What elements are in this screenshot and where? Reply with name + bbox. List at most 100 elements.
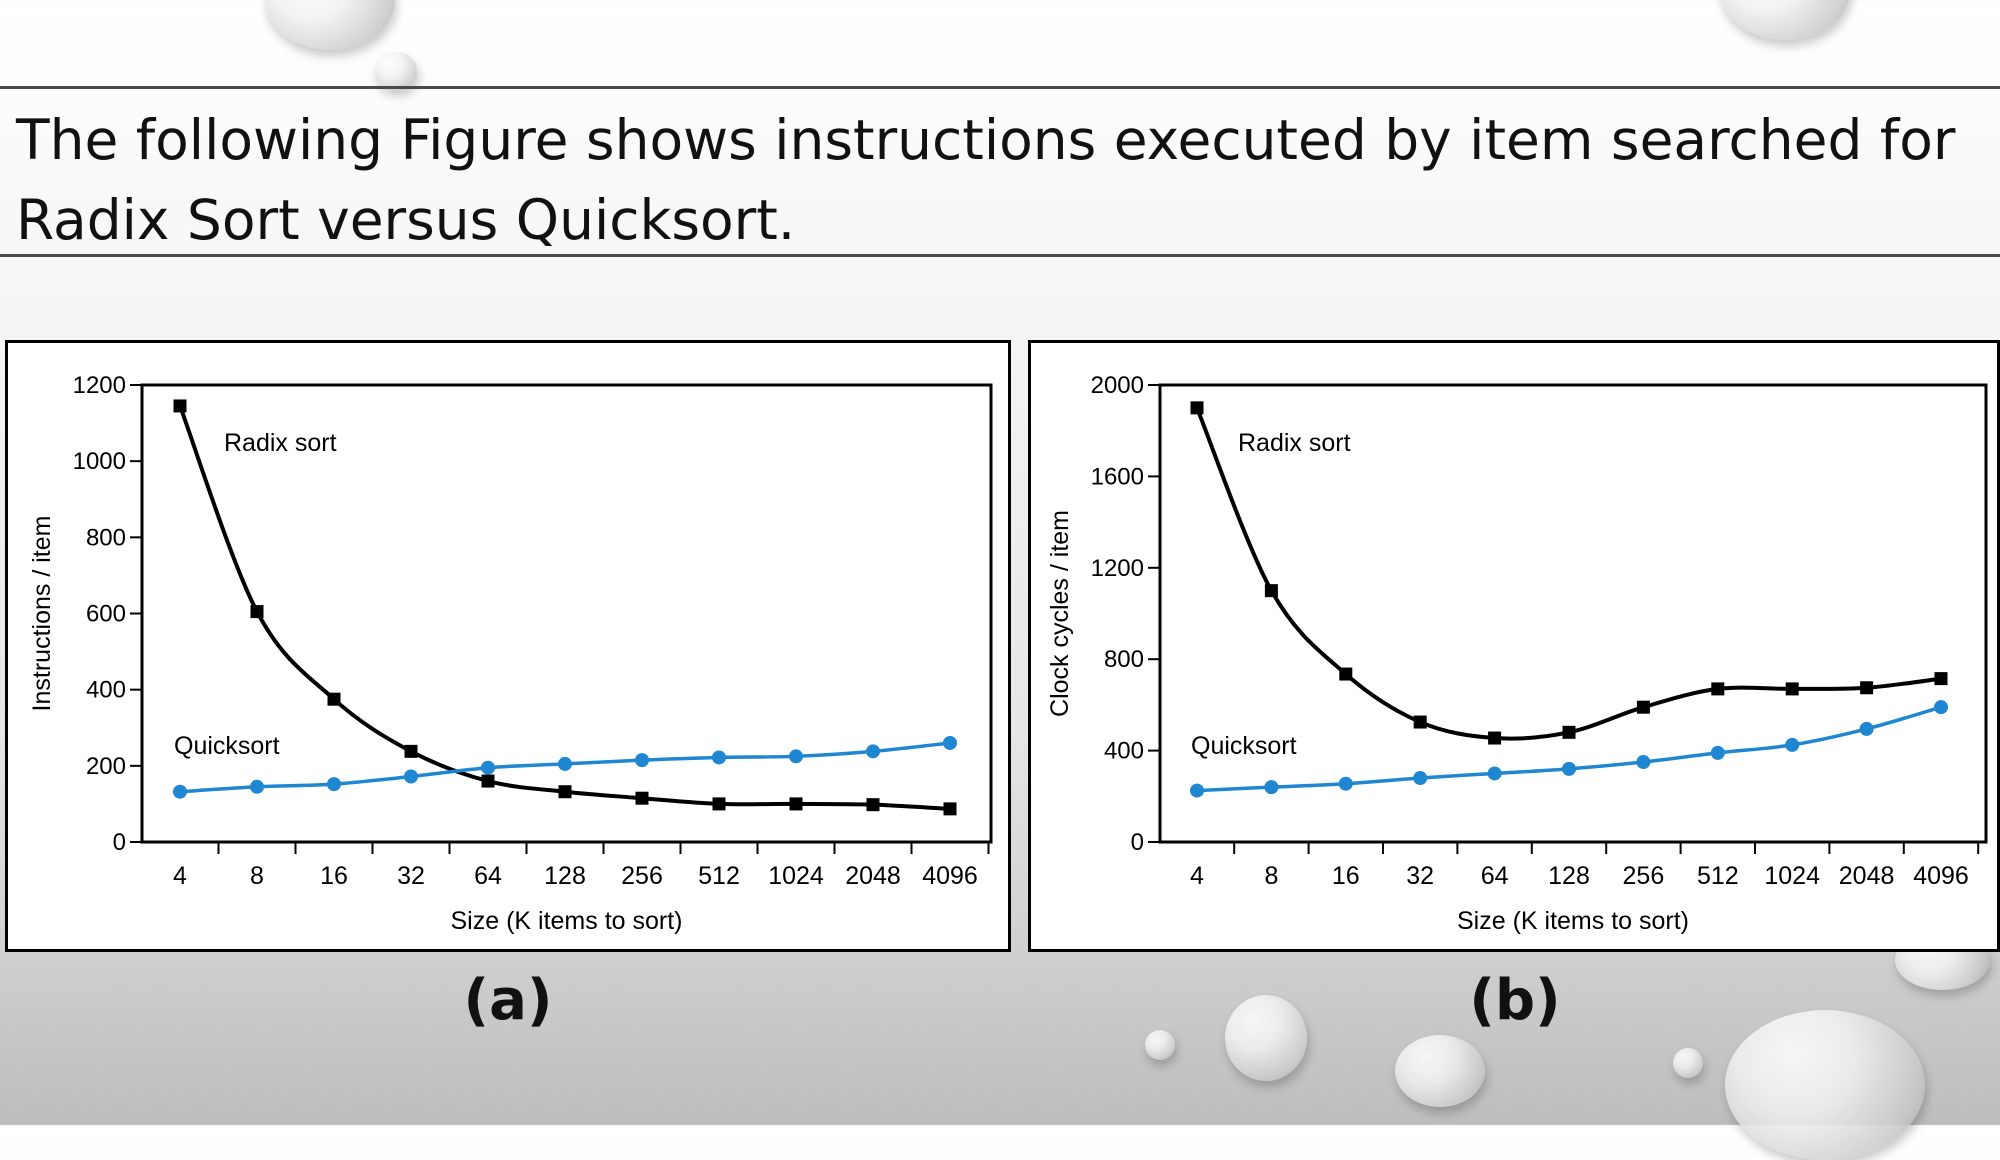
x-tick-label: 4 bbox=[173, 862, 187, 890]
radix-sort-line bbox=[1195, 407, 1942, 741]
slide-title: The following Figure shows instructions … bbox=[16, 100, 1976, 260]
quicksort-point bbox=[1264, 780, 1279, 795]
quicksort-point bbox=[404, 769, 418, 784]
x-tick-label: 256 bbox=[621, 862, 663, 890]
water-drop-decoration bbox=[1225, 995, 1307, 1081]
radix-sort-point bbox=[866, 798, 880, 812]
quicksort-point bbox=[635, 753, 649, 768]
y-tick-label: 1000 bbox=[73, 448, 126, 475]
y-tick-label: 0 bbox=[1131, 829, 1144, 856]
quicksort-point bbox=[1413, 771, 1428, 786]
y-tick-label: 0 bbox=[113, 829, 126, 856]
x-tick-label: 4 bbox=[1190, 862, 1204, 890]
radix-sort-point bbox=[1264, 584, 1278, 598]
radix-sort-point bbox=[1785, 682, 1799, 696]
x-tick-label: 64 bbox=[474, 862, 502, 890]
quicksort-point bbox=[789, 749, 803, 764]
x-tick-label: 512 bbox=[1697, 862, 1739, 890]
x-tick-label: 512 bbox=[698, 862, 740, 890]
x-tick-label: 256 bbox=[1623, 862, 1665, 890]
radix-sort-point bbox=[1339, 667, 1353, 681]
quicksort-point bbox=[866, 744, 880, 759]
quicksort-series-label: Quicksort bbox=[1191, 732, 1297, 760]
y-tick-label: 400 bbox=[86, 677, 126, 704]
y-tick-label: 200 bbox=[86, 753, 126, 780]
radix-sort-point bbox=[1488, 731, 1502, 745]
title-bottom-rule bbox=[0, 254, 2000, 257]
radix-sort-series-label: Radix sort bbox=[224, 429, 337, 457]
radix-sort-point bbox=[481, 774, 495, 788]
x-tick-label: 32 bbox=[397, 862, 425, 890]
radix-sort-series-label: Radix sort bbox=[1238, 429, 1351, 457]
chart-panel-b: 0 400 800 1200 1600 2000 4 8 16 32 64 128 256 512 1024… bbox=[1028, 340, 2000, 952]
slide-title-line-1: The following Figure shows instructions … bbox=[16, 108, 1956, 172]
y-axis-title: Clock cycles / item bbox=[1046, 510, 1074, 717]
water-drop-decoration bbox=[1673, 1048, 1703, 1078]
radix-sort-point bbox=[250, 605, 264, 619]
quicksort-point bbox=[558, 756, 572, 771]
y-tick-label: 400 bbox=[1104, 738, 1144, 765]
x-tick-label: 1024 bbox=[1764, 862, 1820, 890]
water-drop-decoration bbox=[265, 0, 395, 50]
quicksort-point bbox=[943, 735, 957, 750]
radix-sort-point bbox=[1413, 715, 1427, 729]
x-tick-label: 2048 bbox=[1839, 862, 1895, 890]
x-tick-label: 2048 bbox=[845, 862, 901, 890]
quicksort-point bbox=[481, 760, 495, 775]
x-tick-label: 4096 bbox=[1913, 862, 1969, 890]
radix-sort-point bbox=[327, 692, 341, 706]
quicksort-point bbox=[173, 784, 187, 799]
x-tick-label: 8 bbox=[1264, 862, 1278, 890]
quicksort-point bbox=[1487, 766, 1502, 781]
quicksort-point bbox=[250, 779, 264, 794]
quicksort-series-label: Quicksort bbox=[174, 732, 280, 760]
water-drop-decoration bbox=[375, 52, 417, 90]
radix-sort-point bbox=[1934, 672, 1948, 686]
radix-sort-point bbox=[1860, 681, 1874, 695]
y-tick-label: 800 bbox=[86, 524, 126, 551]
x-tick-label: 128 bbox=[1548, 862, 1590, 890]
chart-a-svg: 0 200 400 600 800 1000 1200 4 8 16 32 64 128 256 512 10… bbox=[28, 372, 993, 935]
chart-panel-a: 0 200 400 600 800 1000 1200 4 8 16 32 64 128 256 512 10… bbox=[5, 340, 1011, 952]
x-tick-label: 1024 bbox=[768, 862, 824, 890]
water-drop-decoration bbox=[1725, 1010, 1925, 1160]
radix-sort-point bbox=[943, 802, 957, 816]
panel-label-a: (a) bbox=[463, 968, 553, 1033]
radix-sort-point bbox=[1190, 401, 1204, 415]
radix-sort-line bbox=[178, 405, 951, 811]
x-tick-label: 16 bbox=[320, 862, 348, 890]
title-top-rule bbox=[0, 86, 2000, 89]
y-tick-label: 1200 bbox=[1091, 555, 1144, 582]
quicksort-point bbox=[327, 777, 341, 792]
radix-sort-point bbox=[1711, 682, 1725, 696]
radix-sort-point bbox=[1636, 700, 1650, 714]
quicksort-point bbox=[1562, 761, 1576, 776]
water-drop-decoration bbox=[1720, 0, 1850, 40]
panel-label-b: (b) bbox=[1469, 968, 1561, 1033]
radix-sort-point bbox=[558, 785, 572, 799]
quicksort-point bbox=[1636, 755, 1651, 770]
y-tick-label: 1200 bbox=[73, 372, 126, 399]
quicksort-line bbox=[1196, 705, 1942, 793]
radix-sort-point bbox=[404, 744, 418, 758]
quicksort-point bbox=[1934, 700, 1948, 715]
radix-sort-point bbox=[173, 399, 187, 413]
y-tick-label: 2000 bbox=[1091, 372, 1144, 399]
x-axis-title: Size (K items to sort) bbox=[451, 907, 683, 935]
x-tick-label: 16 bbox=[1332, 862, 1360, 890]
x-tick-label: 64 bbox=[1481, 862, 1509, 890]
y-tick-label: 1600 bbox=[1091, 463, 1144, 490]
water-drop-decoration bbox=[1395, 1035, 1485, 1107]
radix-sort-point bbox=[789, 797, 803, 811]
quicksort-point bbox=[1785, 737, 1800, 752]
quicksort-point bbox=[1190, 783, 1204, 798]
y-tick-label: 800 bbox=[1104, 646, 1144, 673]
radix-sort-point bbox=[635, 791, 649, 805]
quicksort-point bbox=[712, 750, 726, 765]
quicksort-point bbox=[1859, 721, 1874, 736]
slide-title-line-2: Radix Sort versus Quicksort. bbox=[16, 188, 796, 252]
quicksort-point bbox=[1710, 745, 1725, 760]
radix-sort-point bbox=[1562, 725, 1576, 739]
water-drop-decoration bbox=[1145, 1030, 1175, 1060]
x-tick-label: 128 bbox=[544, 862, 586, 890]
